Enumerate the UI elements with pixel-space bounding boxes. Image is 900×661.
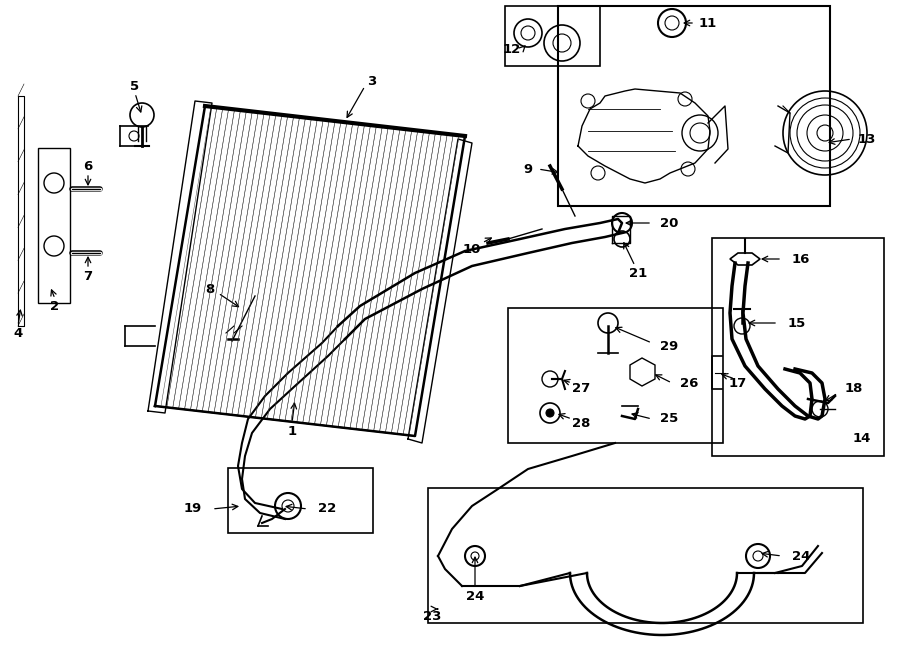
Polygon shape [148,101,212,413]
Text: 12: 12 [503,42,521,56]
Bar [38,148,70,303]
Text: 25: 25 [660,412,679,426]
Text: 6: 6 [84,159,93,173]
Text: 13: 13 [858,132,877,145]
Text: 20: 20 [660,217,679,229]
Text: 23: 23 [423,609,441,623]
Polygon shape [575,23,700,183]
Text: 24: 24 [792,549,810,563]
Text: 19: 19 [184,502,202,516]
Text: 3: 3 [367,75,376,87]
Text: 22: 22 [318,502,337,516]
Text: 9: 9 [524,163,533,176]
Polygon shape [408,139,472,443]
Bar [558,6,830,206]
Text: 28: 28 [572,416,590,430]
Bar [508,308,723,443]
Text: 29: 29 [660,340,679,352]
Text: 1: 1 [287,424,297,438]
Text: 8: 8 [205,282,214,295]
Polygon shape [730,253,760,265]
Text: 26: 26 [680,377,698,389]
Text: 17: 17 [729,377,747,389]
Text: 21: 21 [629,266,647,280]
Circle shape [546,409,554,417]
Bar [228,468,373,533]
Text: 16: 16 [792,253,810,266]
Text: 11: 11 [699,17,717,30]
Bar [505,6,600,66]
Text: 2: 2 [50,299,59,313]
Bar [428,488,863,623]
Text: 15: 15 [788,317,806,329]
Text: 10: 10 [463,243,482,256]
Polygon shape [155,106,465,436]
Bar [712,238,884,456]
Text: 24: 24 [466,590,484,602]
Text: 14: 14 [853,432,871,446]
Text: 7: 7 [84,270,93,282]
Text: 18: 18 [845,383,863,395]
Text: 27: 27 [572,383,590,395]
Text: 4: 4 [14,327,22,340]
Text: 5: 5 [130,79,140,93]
